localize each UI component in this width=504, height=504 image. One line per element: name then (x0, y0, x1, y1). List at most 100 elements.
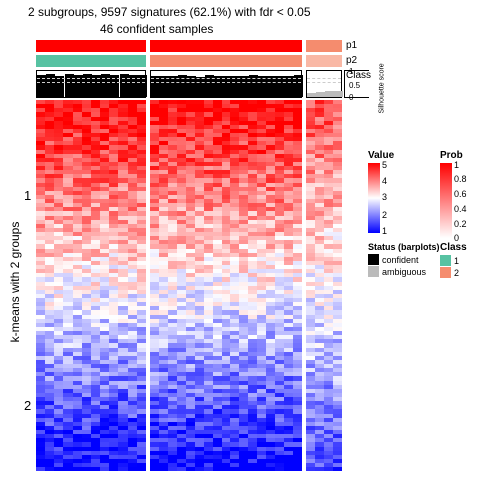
label-ambiguous: ambiguous (382, 267, 426, 277)
lp-t02: 0.2 (454, 220, 467, 229)
sil-bar (55, 76, 64, 97)
row-cluster-1-label: 1 (24, 188, 31, 203)
heatmap-col (100, 100, 109, 472)
heatmap-col (275, 100, 284, 472)
sil-dash (37, 82, 145, 83)
heatmap-groups (36, 100, 342, 472)
lv-t5: 5 (382, 161, 387, 170)
swatch-class2 (440, 267, 451, 278)
sil-bar (240, 76, 249, 97)
heatmap-col (73, 100, 82, 472)
heatmap-cell (204, 467, 213, 471)
heatmap-cell (54, 467, 63, 471)
heatmap-col (239, 100, 248, 472)
sil-dash (307, 82, 341, 83)
heatmap-cell (128, 467, 137, 471)
label-class1: 1 (454, 256, 459, 266)
sil-dash (151, 78, 301, 79)
sil-bar (334, 91, 343, 98)
legend-status-ambiguous: ambiguous (368, 266, 440, 277)
heatmap-col (195, 100, 204, 472)
heatmap-cell (168, 467, 177, 471)
heatmap-col (168, 100, 177, 472)
heatmap-cell (257, 467, 266, 471)
lp-t08: 0.8 (454, 175, 467, 184)
annot-p1-g0 (36, 40, 146, 52)
sub-title: 46 confident samples (100, 22, 213, 36)
heatmap-cell (239, 467, 248, 471)
sil-bar (285, 76, 294, 97)
heatmap-cell (45, 467, 54, 471)
heatmap-col (333, 100, 342, 472)
lp-t06: 0.6 (454, 190, 467, 199)
heatmap-col (82, 100, 91, 472)
sil-bar (307, 93, 316, 97)
legend-class-2: 2 (440, 267, 467, 278)
heatmap-col (266, 100, 275, 472)
heatmap-group-2 (306, 100, 342, 472)
legend-value-gradient (368, 163, 380, 233)
heatmap-col (137, 100, 146, 472)
legend-prob-title: Prob (440, 150, 463, 161)
swatch-ambiguous (368, 266, 379, 277)
legend-class: Class 1 2 (440, 242, 467, 279)
annot-class-g2 (306, 70, 342, 98)
sil-bar (276, 76, 285, 97)
annot-label-p2: p2 (346, 55, 357, 66)
legend-value: Value 5 4 3 2 1 (368, 150, 394, 233)
heatmap-cell (150, 467, 159, 471)
heatmap-col (213, 100, 222, 472)
heatmap-cell (109, 467, 118, 471)
heatmap-cell (118, 467, 127, 471)
heatmap-col (54, 100, 63, 472)
swatch-confident (368, 254, 379, 265)
silhouette-label: Silhouette score (379, 54, 386, 114)
y-axis-label: k-means with 2 groups (8, 217, 22, 347)
lp-t04: 0.4 (454, 205, 467, 214)
heatmap-cell (73, 467, 82, 471)
heatmap-cell (195, 467, 204, 471)
heatmap-col (204, 100, 213, 472)
heatmap-col (159, 100, 168, 472)
annot-row-p1 (36, 40, 342, 52)
annot-p1-g2 (306, 40, 342, 52)
legend-class-1: 1 (440, 255, 467, 266)
sil-bar (223, 76, 232, 97)
heatmap-col (109, 100, 118, 472)
heatmap-col (63, 100, 72, 472)
annot-class-g0 (36, 70, 146, 98)
lv-t2: 2 (382, 211, 387, 220)
heatmap-cell (82, 467, 91, 471)
heatmap-col (45, 100, 54, 472)
label-confident: confident (382, 255, 419, 265)
swatch-class1 (440, 255, 451, 266)
heatmap-col (118, 100, 127, 472)
heatmap-group-0 (36, 100, 146, 472)
silhouette-axis: 1 0.5 0 (344, 70, 369, 98)
annot-row-class (36, 70, 342, 98)
lp-t1: 1 (454, 161, 459, 170)
sil-bar (151, 76, 160, 97)
label-class2: 2 (454, 268, 459, 278)
heatmap-group-1 (150, 100, 302, 472)
heatmap-cell (266, 467, 275, 471)
sil-dash (37, 78, 145, 79)
lv-t3: 3 (382, 193, 387, 202)
heatmap-col (315, 100, 324, 472)
heatmap-cell (324, 467, 333, 471)
heatmap-cell (275, 467, 284, 471)
heatmap-cell (159, 467, 168, 471)
heatmap-col (128, 100, 137, 472)
sil-bar (231, 76, 240, 97)
annot-p1-g1 (150, 40, 302, 52)
annot-p2-g1 (150, 55, 302, 67)
legend-status-title: Status (barplots) (368, 242, 440, 252)
annot-p2-g2 (306, 55, 342, 67)
annot-class-g1 (150, 70, 302, 98)
heatmap-cell (213, 467, 222, 471)
heatmap-col (150, 100, 159, 472)
heatmap-col (284, 100, 293, 472)
annot-p2-g0 (36, 55, 146, 67)
legend-status-confident: confident (368, 254, 440, 265)
sil-bar (316, 92, 325, 97)
